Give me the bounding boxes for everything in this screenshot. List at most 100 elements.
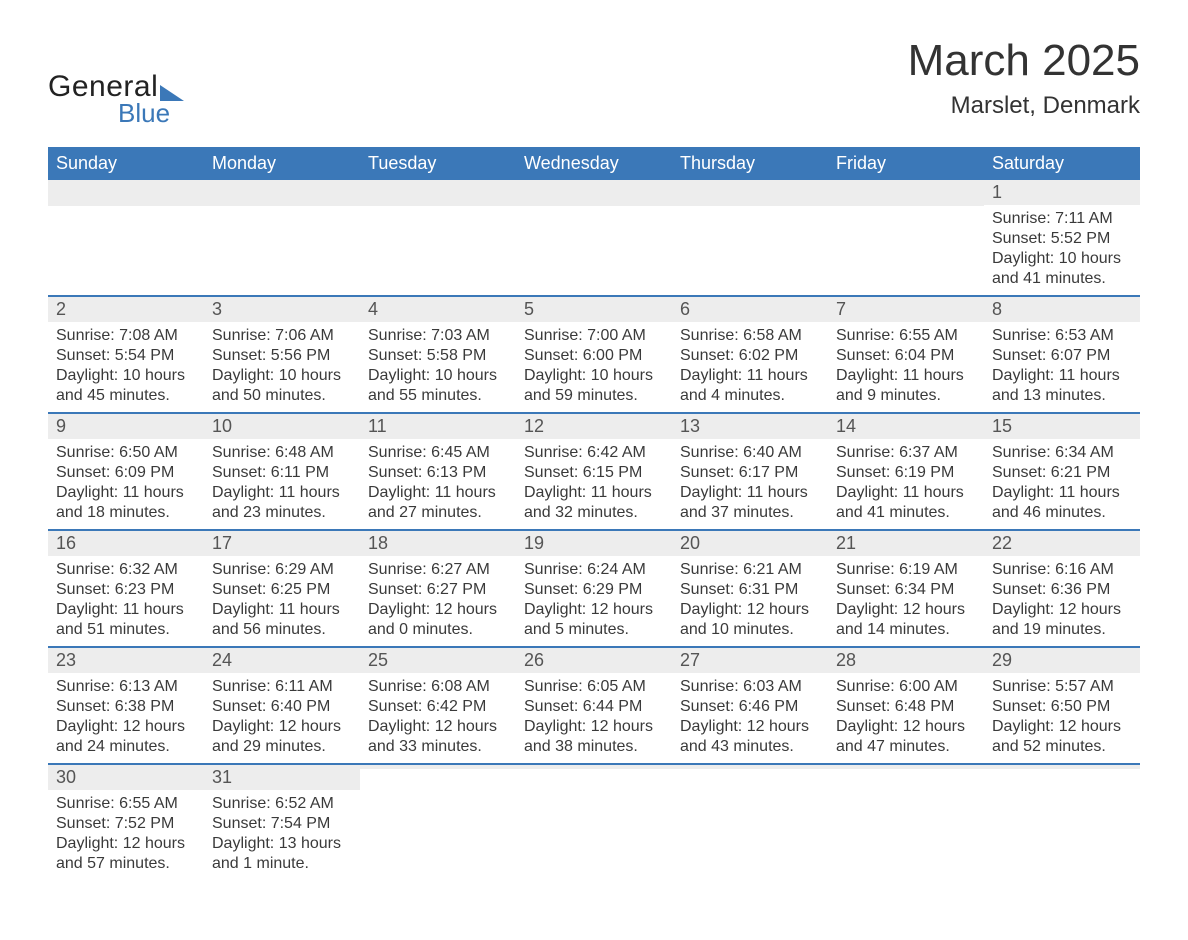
day-details: Sunrise: 6:27 AMSunset: 6:27 PMDaylight:… bbox=[360, 556, 516, 646]
day-number: 22 bbox=[984, 531, 1140, 556]
daylight-line: Daylight: 13 hours and 1 minute. bbox=[212, 834, 352, 874]
day-details: Sunrise: 6:42 AMSunset: 6:15 PMDaylight:… bbox=[516, 439, 672, 529]
daylight-line: Daylight: 11 hours and 32 minutes. bbox=[524, 483, 664, 523]
day-number: 6 bbox=[672, 297, 828, 322]
weekday-header: Thursday bbox=[672, 147, 828, 180]
daylight-line: Daylight: 12 hours and 14 minutes. bbox=[836, 600, 976, 640]
sunset-line: Sunset: 6:11 PM bbox=[212, 463, 352, 483]
sunrise-line: Sunrise: 7:08 AM bbox=[56, 326, 196, 346]
sunset-line: Sunset: 6:09 PM bbox=[56, 463, 196, 483]
day-number: 29 bbox=[984, 648, 1140, 673]
sunset-line: Sunset: 6:44 PM bbox=[524, 697, 664, 717]
sunrise-line: Sunrise: 6:55 AM bbox=[56, 794, 196, 814]
calendar-day-cell: 5Sunrise: 7:00 AMSunset: 6:00 PMDaylight… bbox=[516, 296, 672, 413]
sunset-line: Sunset: 5:56 PM bbox=[212, 346, 352, 366]
daylight-line: Daylight: 11 hours and 27 minutes. bbox=[368, 483, 508, 523]
day-details: Sunrise: 6:19 AMSunset: 6:34 PMDaylight:… bbox=[828, 556, 984, 646]
sunrise-line: Sunrise: 6:48 AM bbox=[212, 443, 352, 463]
location-subtitle: Marslet, Denmark bbox=[908, 92, 1140, 120]
daylight-line: Daylight: 11 hours and 51 minutes. bbox=[56, 600, 196, 640]
daylight-line: Daylight: 12 hours and 43 minutes. bbox=[680, 717, 820, 757]
calendar-week-row: 2Sunrise: 7:08 AMSunset: 5:54 PMDaylight… bbox=[48, 296, 1140, 413]
calendar-day-cell: 16Sunrise: 6:32 AMSunset: 6:23 PMDayligh… bbox=[48, 530, 204, 647]
day-details: Sunrise: 6:21 AMSunset: 6:31 PMDaylight:… bbox=[672, 556, 828, 646]
sunrise-line: Sunrise: 6:40 AM bbox=[680, 443, 820, 463]
calendar-day-cell: 26Sunrise: 6:05 AMSunset: 6:44 PMDayligh… bbox=[516, 647, 672, 764]
day-number bbox=[516, 180, 672, 206]
calendar-day-cell bbox=[672, 180, 828, 296]
sunset-line: Sunset: 6:07 PM bbox=[992, 346, 1132, 366]
calendar-day-cell: 10Sunrise: 6:48 AMSunset: 6:11 PMDayligh… bbox=[204, 413, 360, 530]
calendar-day-cell bbox=[672, 764, 828, 880]
calendar-day-cell: 17Sunrise: 6:29 AMSunset: 6:25 PMDayligh… bbox=[204, 530, 360, 647]
day-number: 8 bbox=[984, 297, 1140, 322]
calendar-table: SundayMondayTuesdayWednesdayThursdayFrid… bbox=[48, 147, 1140, 880]
sunset-line: Sunset: 6:27 PM bbox=[368, 580, 508, 600]
sunset-line: Sunset: 6:00 PM bbox=[524, 346, 664, 366]
daylight-line: Daylight: 11 hours and 4 minutes. bbox=[680, 366, 820, 406]
month-title: March 2025 bbox=[908, 36, 1140, 86]
day-number bbox=[828, 765, 984, 769]
daylight-line: Daylight: 12 hours and 52 minutes. bbox=[992, 717, 1132, 757]
sunrise-line: Sunrise: 7:11 AM bbox=[992, 209, 1132, 229]
daylight-line: Daylight: 12 hours and 10 minutes. bbox=[680, 600, 820, 640]
sunset-line: Sunset: 6:25 PM bbox=[212, 580, 352, 600]
calendar-day-cell: 12Sunrise: 6:42 AMSunset: 6:15 PMDayligh… bbox=[516, 413, 672, 530]
day-details: Sunrise: 5:57 AMSunset: 6:50 PMDaylight:… bbox=[984, 673, 1140, 763]
calendar-header-row: SundayMondayTuesdayWednesdayThursdayFrid… bbox=[48, 147, 1140, 180]
day-number: 19 bbox=[516, 531, 672, 556]
calendar-day-cell bbox=[984, 764, 1140, 880]
calendar-day-cell bbox=[828, 180, 984, 296]
daylight-line: Daylight: 12 hours and 19 minutes. bbox=[992, 600, 1132, 640]
day-number: 7 bbox=[828, 297, 984, 322]
calendar-day-cell bbox=[516, 764, 672, 880]
sunrise-line: Sunrise: 6:58 AM bbox=[680, 326, 820, 346]
day-details: Sunrise: 6:32 AMSunset: 6:23 PMDaylight:… bbox=[48, 556, 204, 646]
calendar-day-cell: 15Sunrise: 6:34 AMSunset: 6:21 PMDayligh… bbox=[984, 413, 1140, 530]
day-number: 31 bbox=[204, 765, 360, 790]
day-number: 9 bbox=[48, 414, 204, 439]
day-details: Sunrise: 7:03 AMSunset: 5:58 PMDaylight:… bbox=[360, 322, 516, 412]
day-details: Sunrise: 6:37 AMSunset: 6:19 PMDaylight:… bbox=[828, 439, 984, 529]
sunset-line: Sunset: 6:23 PM bbox=[56, 580, 196, 600]
sunset-line: Sunset: 6:17 PM bbox=[680, 463, 820, 483]
calendar-day-cell: 31Sunrise: 6:52 AMSunset: 7:54 PMDayligh… bbox=[204, 764, 360, 880]
day-details: Sunrise: 6:48 AMSunset: 6:11 PMDaylight:… bbox=[204, 439, 360, 529]
calendar-day-cell: 20Sunrise: 6:21 AMSunset: 6:31 PMDayligh… bbox=[672, 530, 828, 647]
sunrise-line: Sunrise: 7:06 AM bbox=[212, 326, 352, 346]
daylight-line: Daylight: 11 hours and 46 minutes. bbox=[992, 483, 1132, 523]
calendar-day-cell bbox=[516, 180, 672, 296]
sunset-line: Sunset: 6:36 PM bbox=[992, 580, 1132, 600]
day-details: Sunrise: 6:24 AMSunset: 6:29 PMDaylight:… bbox=[516, 556, 672, 646]
sunrise-line: Sunrise: 5:57 AM bbox=[992, 677, 1132, 697]
sunrise-line: Sunrise: 6:13 AM bbox=[56, 677, 196, 697]
sunrise-line: Sunrise: 6:27 AM bbox=[368, 560, 508, 580]
day-number bbox=[360, 180, 516, 206]
daylight-line: Daylight: 11 hours and 9 minutes. bbox=[836, 366, 976, 406]
calendar-day-cell: 25Sunrise: 6:08 AMSunset: 6:42 PMDayligh… bbox=[360, 647, 516, 764]
day-number: 14 bbox=[828, 414, 984, 439]
sunrise-line: Sunrise: 6:21 AM bbox=[680, 560, 820, 580]
calendar-week-row: 23Sunrise: 6:13 AMSunset: 6:38 PMDayligh… bbox=[48, 647, 1140, 764]
calendar-day-cell: 30Sunrise: 6:55 AMSunset: 7:52 PMDayligh… bbox=[48, 764, 204, 880]
day-number: 17 bbox=[204, 531, 360, 556]
sunset-line: Sunset: 6:21 PM bbox=[992, 463, 1132, 483]
sunset-line: Sunset: 6:50 PM bbox=[992, 697, 1132, 717]
day-number: 24 bbox=[204, 648, 360, 673]
calendar-day-cell: 14Sunrise: 6:37 AMSunset: 6:19 PMDayligh… bbox=[828, 413, 984, 530]
sunrise-line: Sunrise: 6:19 AM bbox=[836, 560, 976, 580]
calendar-day-cell: 3Sunrise: 7:06 AMSunset: 5:56 PMDaylight… bbox=[204, 296, 360, 413]
sunset-line: Sunset: 6:04 PM bbox=[836, 346, 976, 366]
weekday-header: Saturday bbox=[984, 147, 1140, 180]
calendar-week-row: 16Sunrise: 6:32 AMSunset: 6:23 PMDayligh… bbox=[48, 530, 1140, 647]
sunrise-line: Sunrise: 6:05 AM bbox=[524, 677, 664, 697]
day-details: Sunrise: 6:52 AMSunset: 7:54 PMDaylight:… bbox=[204, 790, 360, 880]
day-details: Sunrise: 6:55 AMSunset: 6:04 PMDaylight:… bbox=[828, 322, 984, 412]
logo: General Blue bbox=[48, 70, 184, 129]
sunset-line: Sunset: 6:38 PM bbox=[56, 697, 196, 717]
day-details: Sunrise: 6:00 AMSunset: 6:48 PMDaylight:… bbox=[828, 673, 984, 763]
sunset-line: Sunset: 6:31 PM bbox=[680, 580, 820, 600]
sunset-line: Sunset: 6:15 PM bbox=[524, 463, 664, 483]
daylight-line: Daylight: 11 hours and 56 minutes. bbox=[212, 600, 352, 640]
day-details: Sunrise: 7:00 AMSunset: 6:00 PMDaylight:… bbox=[516, 322, 672, 412]
